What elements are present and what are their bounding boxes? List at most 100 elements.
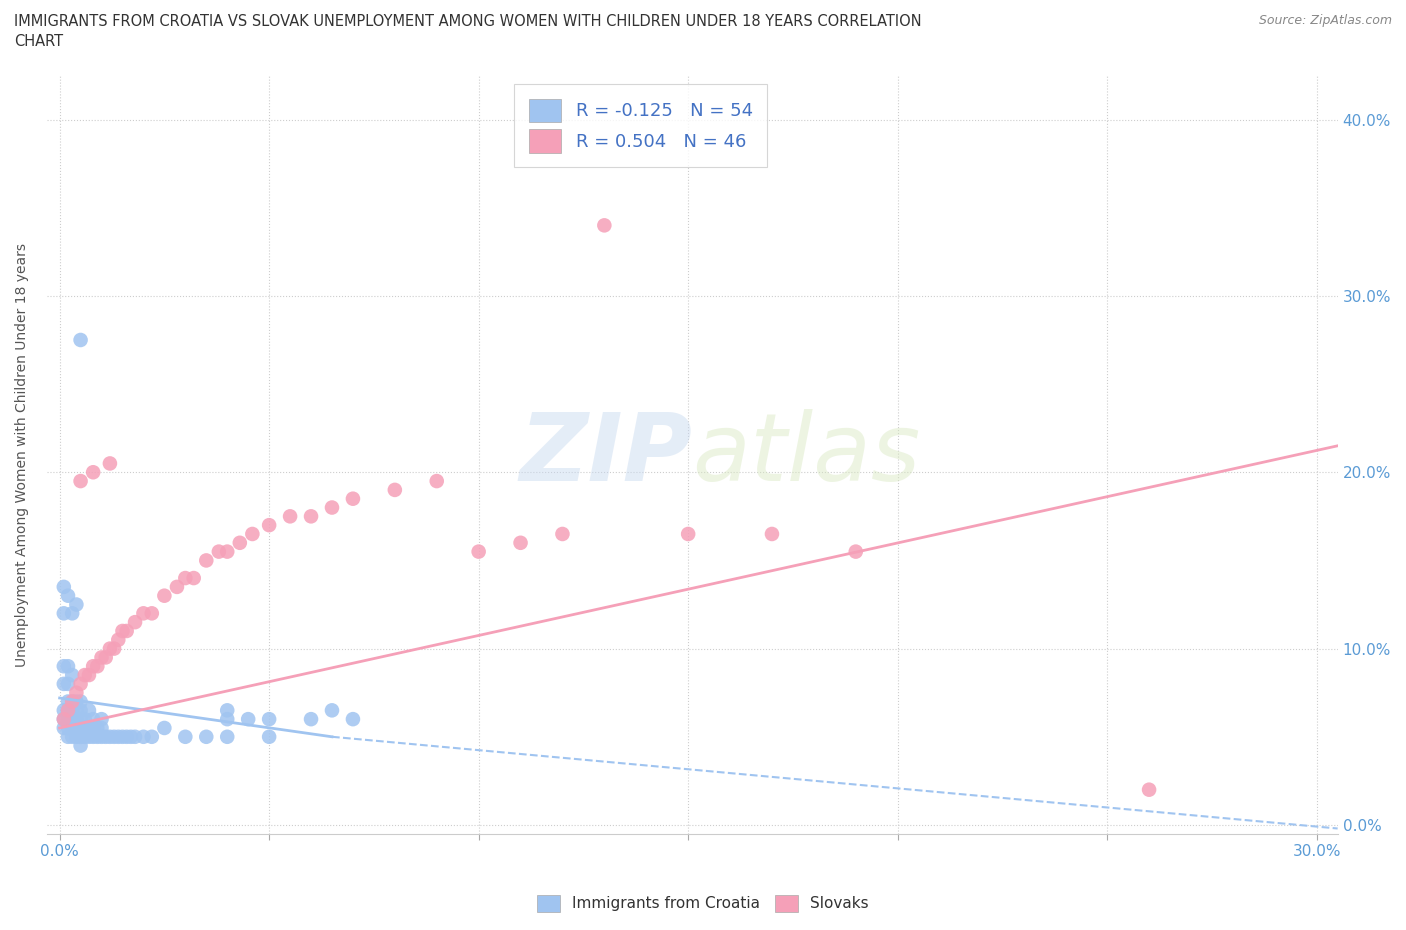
Point: [82, 658, 104, 673]
Point: [90, 711, 112, 726]
Y-axis label: Unemployment Among Women with Children Under 18 years: Unemployment Among Women with Children U…: [15, 243, 30, 667]
Legend: Immigrants from Croatia, Slovaks: Immigrants from Croatia, Slovaks: [531, 889, 875, 918]
Point: [69, 473, 91, 488]
Point: [98, 729, 121, 744]
Point: [52, 721, 75, 736]
Point: [845, 544, 868, 559]
Point: [94, 729, 117, 744]
Point: [69, 729, 91, 744]
Point: [60, 694, 83, 709]
Point: [217, 711, 239, 726]
Point: [56, 703, 79, 718]
Point: [90, 729, 112, 744]
Point: [103, 641, 125, 656]
Point: [77, 721, 100, 736]
Point: [98, 641, 121, 656]
Point: [467, 544, 489, 559]
Point: [56, 703, 79, 718]
Point: [342, 491, 364, 506]
Point: [65, 685, 87, 700]
Point: [321, 703, 343, 718]
Text: ZIP: ZIP: [519, 408, 692, 500]
Point: [1137, 782, 1160, 797]
Point: [86, 721, 108, 736]
Point: [342, 711, 364, 726]
Text: CHART: CHART: [14, 34, 63, 49]
Point: [132, 729, 155, 744]
Point: [60, 606, 83, 621]
Point: [115, 729, 138, 744]
Point: [299, 711, 322, 726]
Point: [73, 668, 96, 683]
Point: [65, 721, 87, 736]
Point: [240, 526, 263, 541]
Point: [52, 703, 75, 718]
Point: [90, 721, 112, 736]
Point: [86, 658, 108, 673]
Point: [52, 676, 75, 691]
Point: [56, 711, 79, 726]
Point: [69, 333, 91, 348]
Point: [60, 721, 83, 736]
Point: [52, 711, 75, 726]
Point: [69, 738, 91, 753]
Point: [321, 500, 343, 515]
Point: [141, 729, 163, 744]
Point: [52, 606, 75, 621]
Point: [60, 711, 83, 726]
Point: [111, 623, 134, 638]
Point: [195, 729, 218, 744]
Point: [426, 473, 449, 488]
Point: [183, 571, 205, 586]
Point: [141, 606, 163, 621]
Point: [217, 703, 239, 718]
Point: [77, 703, 100, 718]
Point: [174, 729, 197, 744]
Point: [94, 650, 117, 665]
Point: [56, 676, 79, 691]
Point: [238, 711, 260, 726]
Point: [56, 721, 79, 736]
Point: [551, 526, 574, 541]
Point: [90, 650, 112, 665]
Point: [52, 579, 75, 594]
Point: [257, 518, 280, 533]
Point: [86, 729, 108, 744]
Point: [65, 694, 87, 709]
Point: [257, 711, 280, 726]
Point: [761, 526, 783, 541]
Point: [208, 544, 231, 559]
Point: [69, 694, 91, 709]
Point: [166, 579, 188, 594]
Point: [593, 218, 616, 232]
Point: [103, 729, 125, 744]
Point: [65, 597, 87, 612]
Point: [676, 526, 699, 541]
Point: [73, 729, 96, 744]
Point: [299, 509, 322, 524]
Point: [115, 623, 138, 638]
Point: [384, 483, 406, 498]
Point: [229, 536, 252, 551]
Point: [56, 658, 79, 673]
Point: [82, 465, 104, 480]
Point: [153, 721, 176, 736]
Legend: R = -0.125   N = 54, R = 0.504   N = 46: R = -0.125 N = 54, R = 0.504 N = 46: [515, 85, 768, 167]
Point: [77, 668, 100, 683]
Text: Source: ZipAtlas.com: Source: ZipAtlas.com: [1258, 14, 1392, 27]
Point: [60, 668, 83, 683]
Point: [509, 536, 531, 551]
Point: [107, 729, 129, 744]
Point: [195, 553, 218, 568]
Point: [69, 703, 91, 718]
Point: [82, 729, 104, 744]
Point: [107, 632, 129, 647]
Point: [65, 729, 87, 744]
Point: [52, 658, 75, 673]
Point: [56, 589, 79, 604]
Point: [217, 544, 239, 559]
Point: [82, 711, 104, 726]
Point: [60, 729, 83, 744]
Point: [77, 729, 100, 744]
Point: [98, 456, 121, 471]
